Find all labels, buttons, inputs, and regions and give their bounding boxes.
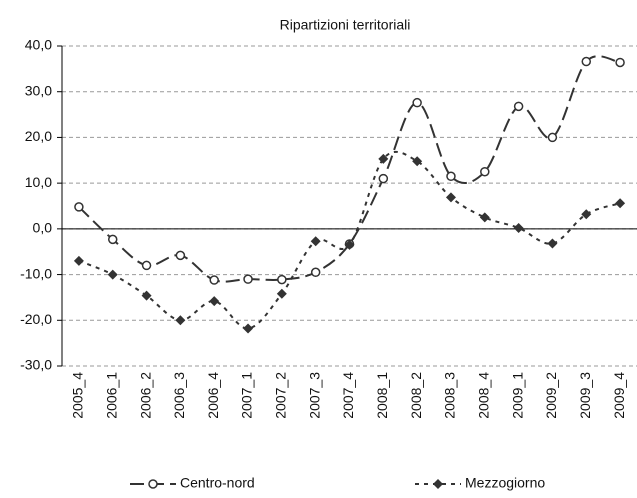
marker xyxy=(73,255,84,266)
x-tick-label: 2007_1 xyxy=(239,372,255,419)
y-tick-label: -20,0 xyxy=(20,311,52,327)
x-tick-label: 2006_1 xyxy=(103,372,119,419)
marker xyxy=(513,222,524,233)
y-tick-label: 30,0 xyxy=(25,82,52,98)
marker xyxy=(479,212,490,223)
x-tick-label: 2008_4 xyxy=(475,372,491,419)
legend-marker xyxy=(433,479,443,489)
x-tick-label: 2006_4 xyxy=(205,372,221,419)
legend-label: Mezzogiorno xyxy=(465,475,545,491)
x-tick-label: 2005_4 xyxy=(70,372,86,419)
marker xyxy=(175,315,186,326)
marker xyxy=(378,153,389,164)
marker xyxy=(107,234,118,245)
marker xyxy=(141,290,152,301)
marker xyxy=(615,57,625,68)
marker xyxy=(175,250,186,261)
marker xyxy=(277,274,287,285)
marker xyxy=(378,173,389,184)
marker xyxy=(276,288,287,299)
legend-label: Centro-nord xyxy=(180,475,255,491)
marker xyxy=(581,56,592,67)
marker xyxy=(310,267,321,278)
legend-marker xyxy=(148,479,158,489)
x-tick-label: 2009_2 xyxy=(543,372,559,419)
y-tick-label: -30,0 xyxy=(20,357,52,373)
marker xyxy=(547,132,558,143)
marker xyxy=(547,238,558,249)
x-tick-label: 2006_2 xyxy=(137,372,153,419)
marker xyxy=(446,171,456,182)
marker xyxy=(209,275,219,285)
marker xyxy=(615,198,626,209)
x-tick-label: 2009_3 xyxy=(577,372,593,419)
marker xyxy=(445,192,456,203)
marker xyxy=(480,166,490,177)
x-tick-label: 2009_4 xyxy=(611,372,627,419)
y-tick-label: 20,0 xyxy=(25,128,52,144)
x-tick-label: 2008_2 xyxy=(408,372,424,419)
marker xyxy=(209,296,220,307)
x-tick-label: 2007_4 xyxy=(340,372,356,419)
y-tick-label: 10,0 xyxy=(25,174,52,190)
x-tick-label: 2007_3 xyxy=(306,372,322,419)
marker xyxy=(581,209,592,220)
marker xyxy=(243,274,253,284)
marker xyxy=(513,101,524,112)
x-tick-label: 2008_3 xyxy=(442,372,458,419)
marker xyxy=(107,269,118,280)
marker xyxy=(141,260,152,271)
x-tick-label: 2007_2 xyxy=(273,372,289,419)
marker xyxy=(344,239,355,250)
x-tick-label: 2009_1 xyxy=(509,372,525,419)
x-tick-label: 2006_3 xyxy=(171,372,187,419)
y-tick-label: 0,0 xyxy=(33,220,53,236)
marker xyxy=(412,97,422,108)
marker xyxy=(412,156,423,167)
marker xyxy=(74,202,84,212)
y-tick-label: -10,0 xyxy=(20,265,52,281)
chart-title: Ripartizioni territoriali xyxy=(280,17,411,33)
marker xyxy=(243,323,254,334)
marker xyxy=(310,236,321,247)
x-tick-label: 2008_1 xyxy=(374,372,390,419)
y-tick-label: 40,0 xyxy=(25,37,52,53)
